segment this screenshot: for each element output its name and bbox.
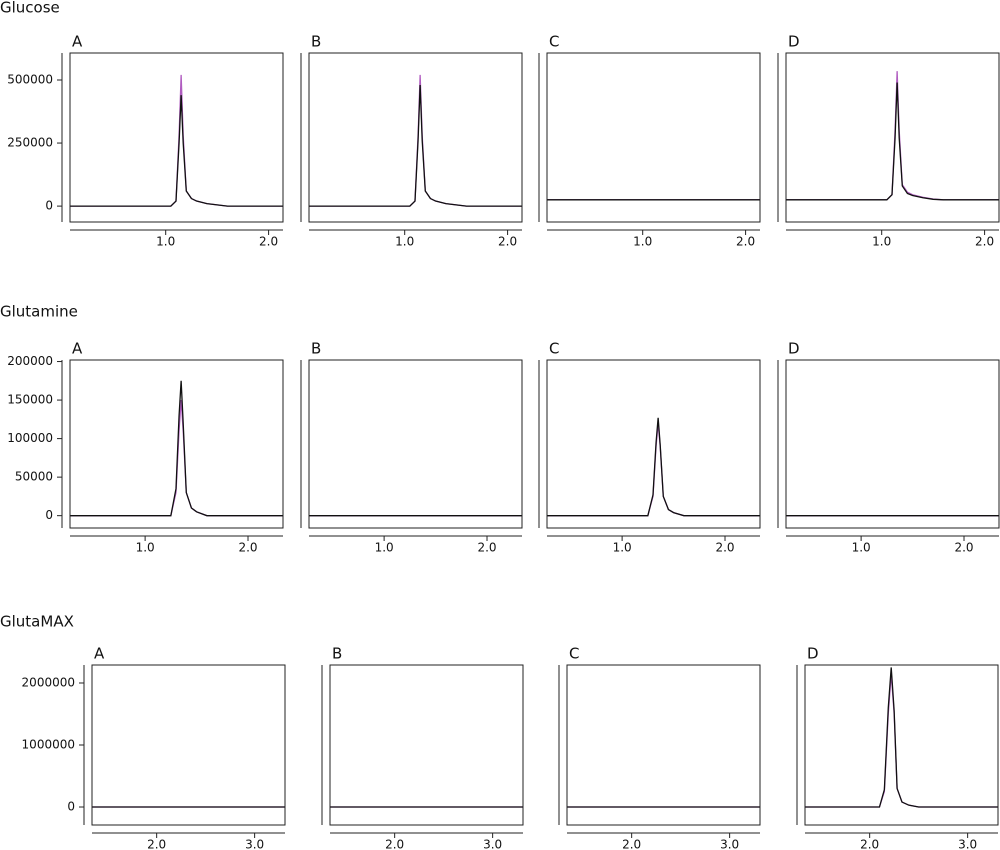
plot-frame xyxy=(308,359,523,529)
x-tick-label: 1.0 xyxy=(395,235,414,249)
x-tick-label: 2.0 xyxy=(622,838,641,850)
x-tick-label: 2.0 xyxy=(975,235,994,249)
x-tick-label: 2.0 xyxy=(736,235,755,249)
y-tick-label: 150000 xyxy=(7,393,53,407)
row-title: Glucose xyxy=(0,0,60,17)
x-tick-label: 2.0 xyxy=(477,541,496,555)
x-tick-label: 3.0 xyxy=(245,838,264,850)
panel-title: A xyxy=(72,340,83,358)
x-tick-label: 2.0 xyxy=(715,541,734,555)
x-tick-label: 2.0 xyxy=(238,541,257,555)
x-tick-label: 2.0 xyxy=(860,838,879,850)
row-title: GlutaMAX xyxy=(0,613,74,631)
plot-frame xyxy=(308,52,523,223)
panel-title: D xyxy=(807,645,819,663)
plot-frame xyxy=(566,664,761,826)
trace xyxy=(70,380,283,517)
plot-frame xyxy=(91,664,286,826)
trace xyxy=(547,423,760,517)
panel-title: B xyxy=(311,33,321,51)
panel-title: A xyxy=(72,33,83,51)
x-tick-label: 3.0 xyxy=(483,838,502,850)
panel-title: C xyxy=(549,33,559,51)
y-tick-label: 0 xyxy=(45,199,53,213)
x-tick-label: 1.0 xyxy=(375,541,394,555)
plot-frame xyxy=(546,52,761,223)
x-tick-label: 1.0 xyxy=(633,235,652,249)
y-tick-label: 500000 xyxy=(7,72,53,86)
panel-title: D xyxy=(788,340,800,358)
panel-title: C xyxy=(549,340,559,358)
plot-frame xyxy=(69,52,284,223)
trace xyxy=(309,85,522,207)
panel-title: B xyxy=(332,645,342,663)
x-tick-label: 1.0 xyxy=(852,541,871,555)
trace xyxy=(805,667,998,808)
plot-frame xyxy=(785,359,1000,529)
trace xyxy=(547,417,760,517)
row-title: Glutamine xyxy=(0,303,78,321)
x-tick-label: 2.0 xyxy=(147,838,166,850)
plot-frame xyxy=(804,664,999,826)
trace xyxy=(805,673,998,808)
x-tick-label: 2.0 xyxy=(498,235,517,249)
x-tick-label: 1.0 xyxy=(872,235,891,249)
plot-frame xyxy=(546,359,761,529)
x-tick-label: 2.0 xyxy=(259,235,278,249)
y-tick-label: 200000 xyxy=(7,354,53,368)
plot-frame xyxy=(69,359,284,529)
panel-title: C xyxy=(569,645,579,663)
x-tick-label: 1.0 xyxy=(156,235,175,249)
y-tick-label: 250000 xyxy=(7,136,53,150)
y-tick-label: 2000000 xyxy=(22,675,75,689)
x-tick-label: 1.0 xyxy=(136,541,155,555)
trace xyxy=(70,95,283,207)
plot-frame xyxy=(329,664,524,826)
x-tick-label: 2.0 xyxy=(385,838,404,850)
trace xyxy=(70,400,283,517)
x-tick-label: 2.0 xyxy=(954,541,973,555)
y-tick-label: 0 xyxy=(67,800,75,814)
trace xyxy=(786,82,999,201)
panel-title: A xyxy=(94,645,105,663)
y-tick-label: 50000 xyxy=(15,470,53,484)
x-tick-label: 3.0 xyxy=(958,838,977,850)
y-tick-label: 0 xyxy=(45,508,53,522)
x-tick-label: 1.0 xyxy=(613,541,632,555)
y-tick-label: 1000000 xyxy=(22,738,75,752)
panel-title: B xyxy=(311,340,321,358)
panel-title: D xyxy=(788,33,800,51)
plot-frame xyxy=(785,52,1000,223)
x-tick-label: 3.0 xyxy=(720,838,739,850)
y-tick-label: 100000 xyxy=(7,431,53,445)
